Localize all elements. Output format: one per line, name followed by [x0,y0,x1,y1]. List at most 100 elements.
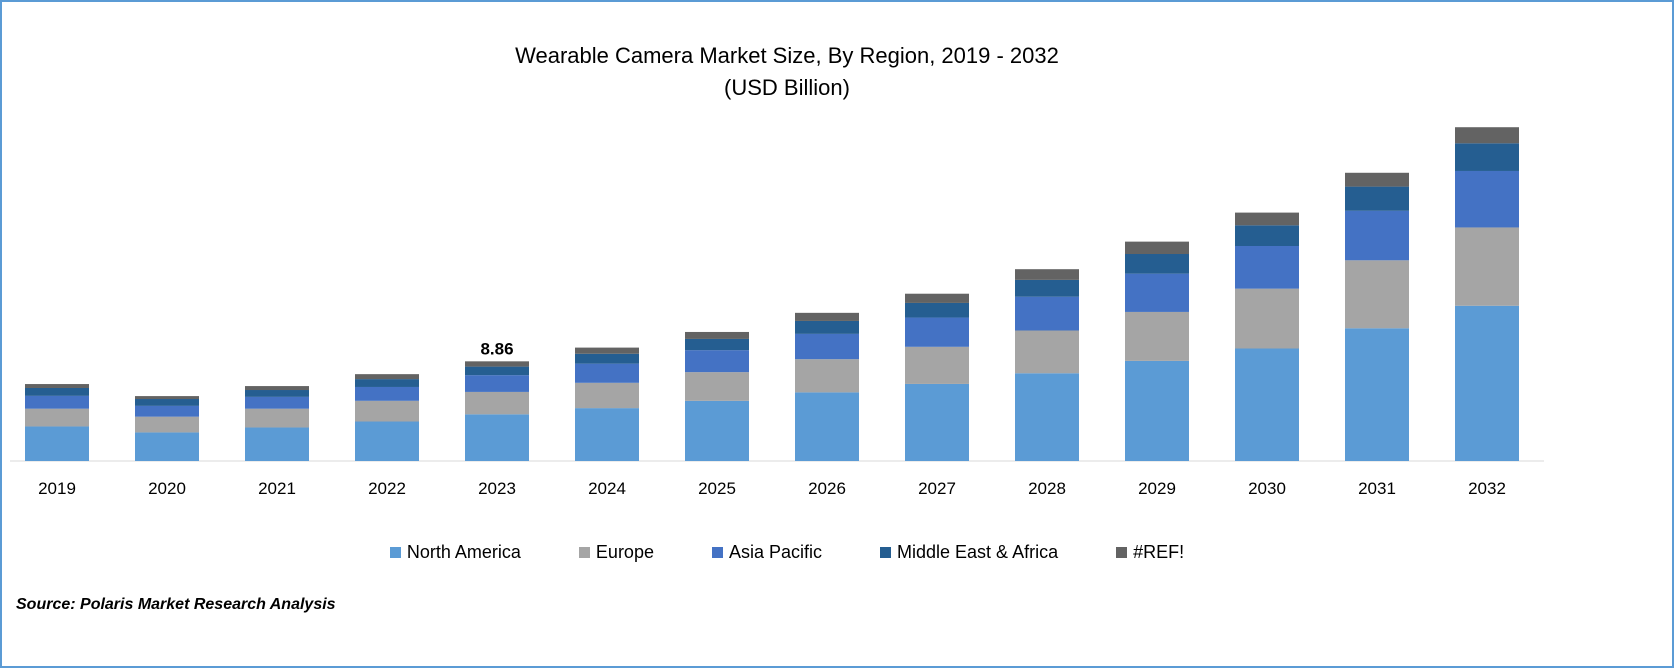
legend-label: Middle East & Africa [897,542,1059,562]
bar-segment-2026-asia-pacific [795,333,859,360]
bar-segment-2026-middle-east-africa [795,320,859,334]
x-tick-label: 2027 [918,479,956,498]
bar-segment-2019-middle-east-africa [25,387,89,396]
legend: North America Europe Asia Pacific Middle Ea… [2,542,1572,563]
legend-swatch [880,547,892,558]
bar-segment-2019--ref- [25,384,89,388]
bar-segment-2029-middle-east-africa [1125,254,1189,274]
bar-segment-2022-north-america [355,421,419,461]
legend-label: Asia Pacific [728,542,823,562]
bar-segment-2025-europe [685,372,749,401]
bar-segment-2026-north-america [795,392,859,461]
bar-segment-2019-europe [25,408,89,427]
bar-segment-2026-europe [795,359,859,393]
bar-segment-2020-asia-pacific [135,405,199,417]
bar-segment-2029-north-america [1125,360,1189,461]
bar-segment-2021-north-america [245,427,309,461]
source-note: Source: Polaris Market Research Analysis [16,596,336,613]
bar-segment-2032-north-america [1455,305,1519,461]
bar-segment-2021--ref- [245,386,309,391]
bar-segment-2024-north-america [575,408,639,461]
bar-segment-2019-asia-pacific [25,395,89,409]
bar-segment-2025-middle-east-africa [685,338,749,351]
bar-segment-2031-middle-east-africa [1345,186,1409,211]
bar-segment-2027-asia-pacific [905,317,969,347]
bar-segment-2031--ref- [1345,172,1409,187]
x-tick-label: 2025 [698,479,736,498]
x-tick-label: 2029 [1138,479,1176,498]
bar-segment-2028--ref- [1015,269,1079,280]
bar-segment-2032-middle-east-africa [1455,143,1519,171]
bar-segment-2029-europe [1125,311,1189,361]
bar-segment-2027-north-america [905,383,969,461]
bar-segment-2020-europe [135,416,199,433]
x-tick-label: 2030 [1248,479,1286,498]
bar-segment-2024--ref- [575,347,639,354]
bar-segment-2027--ref- [905,293,969,303]
bar-segment-2030--ref- [1235,212,1299,226]
bar-segment-2022-middle-east-africa [355,379,419,387]
x-tick-label: 2023 [478,479,516,498]
bar-segment-2024-asia-pacific [575,363,639,383]
subtitle-text: (USD Billion) [724,75,850,100]
x-tick-label: 2032 [1468,479,1506,498]
bar-segment-2022-asia-pacific [355,386,419,401]
bar-segment-2023-europe [465,391,529,415]
bar-segment-2024-europe [575,382,639,409]
bar-segment-2020--ref- [135,396,199,400]
x-tick-label: 2019 [38,479,76,498]
title-text: Wearable Camera Market Size, By Region, … [515,43,1059,68]
bar-segment-2020-north-america [135,432,199,461]
x-tick-label: 2021 [258,479,296,498]
bar-segment-2021-asia-pacific [245,396,309,409]
bar-segment-2030-middle-east-africa [1235,225,1299,247]
bar-segment-2027-europe [905,346,969,384]
legend-item: #REF! [1116,542,1184,563]
legend-item: Europe [578,542,654,563]
legend-item: Asia Pacific [711,542,823,563]
legend-swatch [578,547,590,558]
legend-swatch [1116,547,1128,558]
x-tick-label: 2026 [808,479,846,498]
bar-segment-2028-europe [1015,330,1079,374]
bar-segment-2030-north-america [1235,348,1299,461]
bar-segment-2022--ref- [355,374,419,380]
bar-segment-2023--ref- [465,361,529,367]
bar-segment-2029--ref- [1125,241,1189,254]
bar-segment-2019-north-america [25,426,89,461]
x-tick-label: 2020 [148,479,186,498]
x-tick-label: 2028 [1028,479,1066,498]
x-tick-label: 2022 [368,479,406,498]
bar-segment-2025-asia-pacific [685,350,749,373]
bar-segment-2031-north-america [1345,328,1409,461]
bar-segment-2020-middle-east-africa [135,399,199,406]
data-label: 8.86 [480,339,513,358]
bar-segment-2021-europe [245,408,309,428]
bar-segment-2028-asia-pacific [1015,296,1079,331]
legend-item: North America [389,542,521,563]
bar-segment-2022-europe [355,400,419,422]
bar-segment-2021-middle-east-africa [245,390,309,397]
x-tick-label: 2031 [1358,479,1396,498]
bar-segment-2023-north-america [465,414,529,461]
bar-segment-2032-europe [1455,227,1519,306]
bar-segment-2029-asia-pacific [1125,273,1189,312]
bar-segment-2023-asia-pacific [465,375,529,392]
legend-label: Europe [595,542,654,562]
bar-segment-2031-europe [1345,260,1409,329]
legend-label: #REF! [1133,542,1185,562]
bar-segment-2032--ref- [1455,127,1519,144]
legend-swatch [389,547,401,558]
x-tick-label: 2024 [588,479,626,498]
bar-segment-2032-asia-pacific [1455,170,1519,228]
bar-segment-2025--ref- [685,331,749,339]
bar-segment-2025-north-america [685,400,749,461]
stacked-bar-chart: 2019 2020 2021 2022 2023 8.86 2024 2025 2026 2027… [10,127,1544,498]
legend-label: North America [406,542,521,562]
bar-segment-2024-middle-east-africa [575,353,639,364]
bar-segment-2028-middle-east-africa [1015,279,1079,297]
bar-segment-2028-north-america [1015,373,1079,461]
legend-item: Middle East & Africa [880,542,1058,563]
bar-segment-2026--ref- [795,312,859,321]
